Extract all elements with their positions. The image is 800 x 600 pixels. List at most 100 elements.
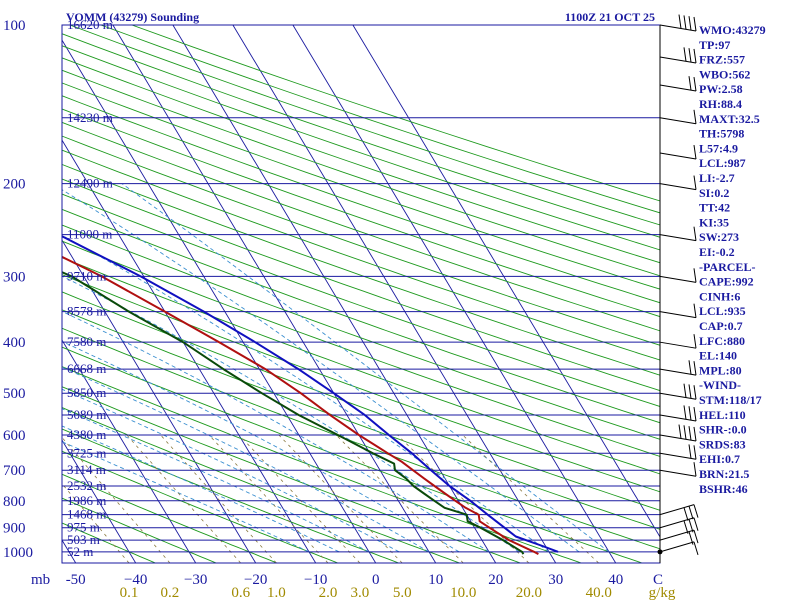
- dry-adiabat: [62, 407, 460, 563]
- mixing-ratio-label: 40.0: [586, 585, 612, 600]
- dry-adiabat: [62, 69, 660, 277]
- wind-barb: [659, 14, 697, 32]
- temperature-tick-label: −20: [244, 572, 267, 588]
- stability-index: EHI:0.7: [699, 452, 740, 466]
- dry-adiabat: [62, 108, 660, 318]
- stability-index: KI:35: [699, 215, 729, 229]
- dry-adiabat: [62, 224, 660, 440]
- wind-barb: [659, 334, 697, 349]
- mixing-ratio-line: [278, 434, 403, 563]
- stability-index: -WIND-: [699, 378, 741, 392]
- mixing-ratio-label: 2.0: [319, 585, 338, 600]
- dry-adiabat: [62, 82, 660, 290]
- stability-index: RH:88.4: [699, 97, 742, 111]
- dry-adiabat: [62, 45, 660, 251]
- wind-barb: [659, 109, 697, 125]
- mixing-ratio-label: 1.0: [267, 585, 286, 600]
- height-label: 1986 m: [67, 493, 106, 508]
- stability-index: MAXT:32.5: [699, 112, 760, 126]
- dry-adiabat: [62, 135, 660, 346]
- wind-barb: [659, 424, 697, 442]
- pressure-tick-label: 900: [3, 521, 26, 537]
- pressure-tick-label: 700: [3, 463, 26, 479]
- pressure-tick-label: 500: [3, 386, 26, 402]
- dry-adiabat: [62, 428, 399, 563]
- wind-barbs: [657, 14, 699, 563]
- dry-adiabat: [62, 346, 643, 563]
- stability-index: LCL:987: [699, 156, 746, 170]
- height-label: 5089 m: [67, 407, 106, 422]
- axis-labels: 16620 m 14230 m 12490 m 11000 m 9710 m 8578 m…: [3, 17, 676, 600]
- height-label: 9710 m: [67, 268, 106, 283]
- stability-index: SI:0.2: [699, 186, 729, 200]
- dry-adiabat: [62, 163, 660, 376]
- wind-barb: [659, 76, 697, 92]
- dry-adiabat: [62, 193, 660, 408]
- temperature-profile: [62, 255, 539, 555]
- dry-adiabat: [62, 291, 660, 511]
- wind-barb: [659, 303, 697, 319]
- height-label: 11000 m: [67, 227, 112, 242]
- dry-adiabat: [62, 149, 660, 361]
- stability-index: WMO:43279: [699, 23, 766, 37]
- temperature-tick-label: −40: [124, 572, 147, 588]
- stability-index: STM:118/17: [699, 393, 762, 407]
- stability-index: LCL:935: [699, 304, 746, 318]
- height-label: 503 m: [67, 532, 100, 547]
- stability-index: -PARCEL-: [699, 260, 755, 274]
- wind-barb: [659, 47, 697, 64]
- wind-barb: [659, 444, 697, 460]
- moist-adiabat: [62, 441, 310, 553]
- wind-barb: [659, 504, 699, 521]
- mixing-ratio-line: [160, 434, 277, 563]
- temperature-axis-unit: C: [653, 572, 663, 588]
- parcel-profile: [62, 235, 559, 553]
- wind-barb: [659, 268, 697, 283]
- dry-adiabat: [62, 274, 660, 493]
- mixing-ratio-label: 5.0: [393, 585, 412, 600]
- stability-index: MPL:80: [699, 363, 742, 377]
- dry-adiabat: [62, 95, 660, 304]
- isotherm-line: [62, 39, 377, 563]
- station-title: VOMM (43279) Sounding: [66, 10, 199, 24]
- stability-index: BSHR:46: [699, 482, 748, 496]
- temperature-tick-label: 30: [548, 572, 563, 588]
- temperature-tick-label: −30: [184, 572, 207, 588]
- height-label: 52 m: [67, 544, 93, 559]
- temperature-tick-label: 0: [372, 572, 380, 588]
- wind-barb: [659, 405, 697, 422]
- isobar-lines: [62, 24, 660, 553]
- height-label: 7580 m: [67, 334, 106, 349]
- mixing-ratio-line: [462, 434, 599, 563]
- dry-adiabat: [62, 473, 278, 563]
- dry-adiabat: [62, 178, 660, 392]
- height-label: 4380 m: [67, 427, 106, 442]
- moist-adiabat: [62, 366, 430, 553]
- dry-adiabat: [62, 522, 156, 563]
- stability-index: LI:-2.7: [699, 171, 735, 185]
- dry-adiabat: [62, 57, 660, 264]
- valid-time: 1100Z 21 OCT 25: [565, 10, 655, 24]
- height-label: 16620 m: [67, 17, 113, 32]
- mixing-ratio-line: [238, 434, 361, 563]
- isotherm-line: [232, 25, 557, 563]
- stability-index: TT:42: [699, 201, 730, 215]
- mixing-ratio-label: 0.6: [231, 585, 250, 600]
- dewpoint-profile: [62, 271, 525, 555]
- pressure-tick-label: 1000: [3, 545, 33, 561]
- wind-barb: [659, 175, 697, 191]
- wind-barb: [659, 462, 697, 477]
- height-label: 2532 m: [67, 478, 106, 493]
- pressure-tick-label: 400: [3, 335, 26, 351]
- isotherm-line: [292, 25, 617, 563]
- temperature-tick-label: −10: [304, 572, 327, 588]
- profile-lines: [62, 235, 559, 555]
- wind-barb: [659, 360, 697, 376]
- stability-index: SW:273: [699, 230, 739, 244]
- mixing-ratio-unit: g/kg: [649, 585, 676, 600]
- dry-adiabat: [62, 208, 660, 424]
- pressure-tick-label: 600: [3, 428, 26, 444]
- wind-barb: [659, 383, 697, 400]
- dry-adiabat: [62, 497, 217, 563]
